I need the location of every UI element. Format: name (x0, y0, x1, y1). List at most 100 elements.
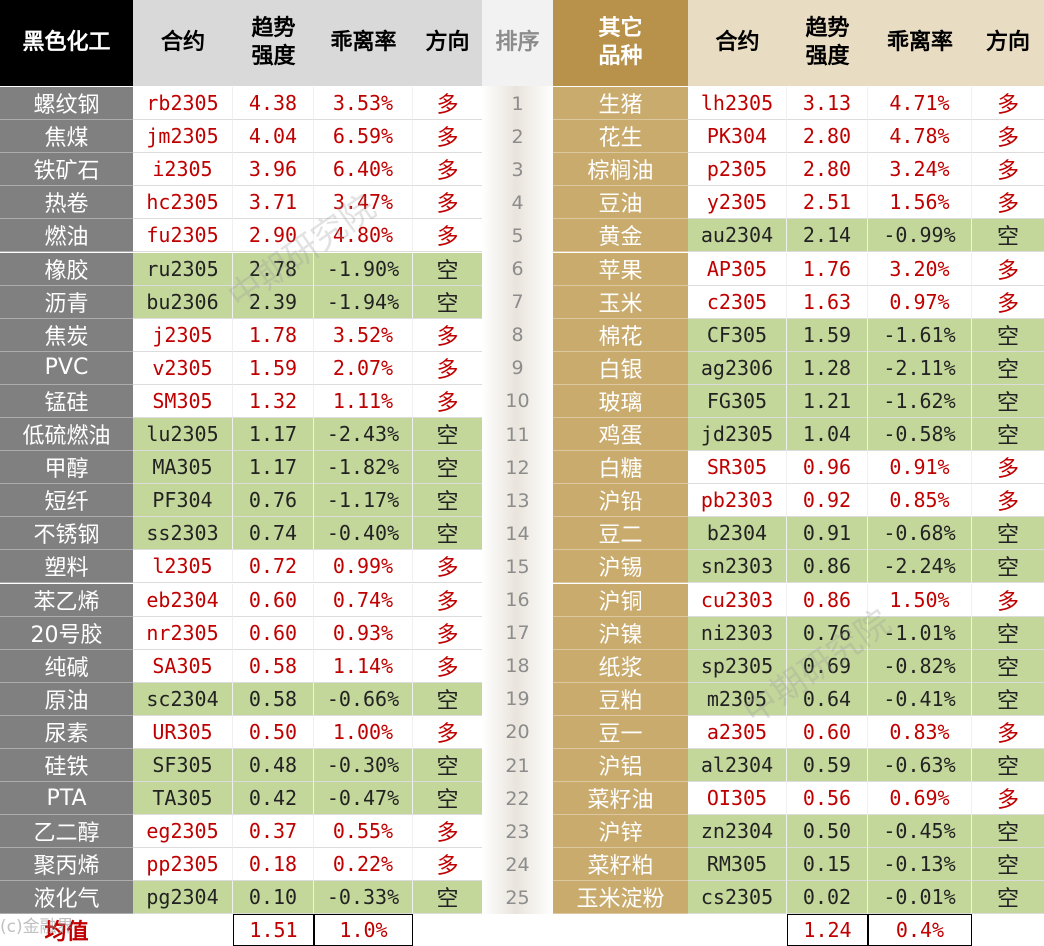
row-strength: 0.96 (787, 451, 868, 485)
row-name: 沪铜 (553, 583, 688, 617)
rank-number: 21 (505, 754, 530, 777)
rank-number: 12 (505, 456, 530, 479)
row-name: 生猪 (553, 87, 688, 121)
rank-number: 11 (505, 423, 530, 446)
row-deviation: 3.24% (868, 153, 972, 187)
row-contract: l2305 (133, 550, 233, 584)
row-deviation: 3.20% (868, 252, 972, 286)
row-direction: 空 (972, 351, 1044, 385)
row-name: 豆二 (553, 517, 688, 551)
row-deviation: -1.94% (314, 285, 413, 319)
row-contract: j2305 (133, 318, 233, 352)
row-direction: 空 (413, 517, 482, 551)
row-name: 黄金 (553, 219, 688, 253)
row-strength: 0.64 (787, 682, 868, 716)
row-direction: 空 (972, 682, 1044, 716)
row-direction: 空 (413, 484, 482, 518)
row-name: PVC (0, 351, 133, 385)
row-strength: 0.91 (787, 517, 868, 551)
row-strength: 0.50 (233, 715, 314, 749)
row-deviation: -0.13% (868, 848, 972, 882)
rank-number: 7 (511, 291, 524, 314)
row-strength: 0.37 (233, 815, 314, 849)
row-strength: 0.60 (233, 583, 314, 617)
row-name: 铁矿石 (0, 153, 133, 187)
row-direction: 多 (413, 616, 482, 650)
row-direction: 空 (972, 418, 1044, 452)
rank-number: 5 (511, 224, 524, 247)
footer-left-avg-deviation: 1.0% (314, 914, 413, 946)
row-direction: 空 (413, 881, 482, 915)
row-contract: MA305 (133, 451, 233, 485)
row-name: 棕榈油 (553, 153, 688, 187)
row-deviation: -0.40% (314, 517, 413, 551)
row-direction: 空 (972, 517, 1044, 551)
row-contract: pb2303 (688, 484, 787, 518)
footer-right-avg-strength: 1.24 (787, 914, 868, 946)
row-strength: 0.76 (233, 484, 314, 518)
row-deviation: -0.58% (868, 418, 972, 452)
header-direction-right: 方向 (972, 0, 1044, 86)
row-direction: 多 (972, 484, 1044, 518)
row-strength: 1.78 (233, 318, 314, 352)
row-direction: 多 (413, 715, 482, 749)
row-direction: 空 (972, 749, 1044, 783)
row-contract: i2305 (133, 153, 233, 187)
rank-column-background (482, 86, 553, 914)
row-deviation: 0.85% (868, 484, 972, 518)
row-deviation: -1.82% (314, 451, 413, 485)
row-name: 白银 (553, 351, 688, 385)
row-contract: hc2305 (133, 186, 233, 220)
rank-number: 3 (511, 158, 524, 181)
rank-number: 15 (505, 555, 530, 578)
row-strength: 1.21 (787, 384, 868, 418)
row-contract: nr2305 (133, 616, 233, 650)
row-contract: ru2305 (133, 252, 233, 286)
row-contract: jd2305 (688, 418, 787, 452)
row-name: 液化气 (0, 881, 133, 915)
row-name: 豆油 (553, 186, 688, 220)
row-deviation: 1.11% (314, 384, 413, 418)
row-deviation: -0.47% (314, 782, 413, 816)
row-deviation: 4.78% (868, 120, 972, 154)
row-direction: 空 (413, 782, 482, 816)
row-deviation: 0.99% (314, 550, 413, 584)
rank-number: 9 (511, 357, 524, 380)
footer-average-label: 均值 (44, 920, 89, 945)
header-rank: 排序 (482, 0, 553, 86)
rank-number: 17 (505, 622, 530, 645)
row-direction: 空 (413, 252, 482, 286)
row-contract: zn2304 (688, 815, 787, 849)
row-deviation: 0.83% (868, 715, 972, 749)
row-name: 甲醇 (0, 451, 133, 485)
row-name: 燃油 (0, 219, 133, 253)
row-name: 硅铁 (0, 749, 133, 783)
row-contract: CF305 (688, 318, 787, 352)
row-strength: 1.32 (233, 384, 314, 418)
row-deviation: 0.97% (868, 285, 972, 319)
footer-right-avg-deviation: 0.4% (868, 914, 972, 946)
row-strength: 1.17 (233, 451, 314, 485)
row-contract: c2305 (688, 285, 787, 319)
row-direction: 多 (972, 87, 1044, 121)
row-strength: 0.10 (233, 881, 314, 915)
row-name: 不锈钢 (0, 517, 133, 551)
row-strength: 0.15 (787, 848, 868, 882)
row-strength: 2.90 (233, 219, 314, 253)
row-direction: 空 (413, 682, 482, 716)
header-strength-right: 趋势强度 (787, 0, 868, 86)
row-contract: lu2305 (133, 418, 233, 452)
row-strength: 2.78 (233, 252, 314, 286)
row-strength: 0.58 (233, 682, 314, 716)
row-name: 菜籽粕 (553, 848, 688, 882)
row-direction: 多 (413, 384, 482, 418)
row-name: 热卷 (0, 186, 133, 220)
row-strength: 3.71 (233, 186, 314, 220)
row-direction: 多 (413, 153, 482, 187)
row-deviation: 4.80% (314, 219, 413, 253)
row-strength: 0.58 (233, 649, 314, 683)
row-direction: 空 (972, 318, 1044, 352)
row-contract: TA305 (133, 782, 233, 816)
row-name: 焦煤 (0, 120, 133, 154)
row-name: 低硫燃油 (0, 418, 133, 452)
